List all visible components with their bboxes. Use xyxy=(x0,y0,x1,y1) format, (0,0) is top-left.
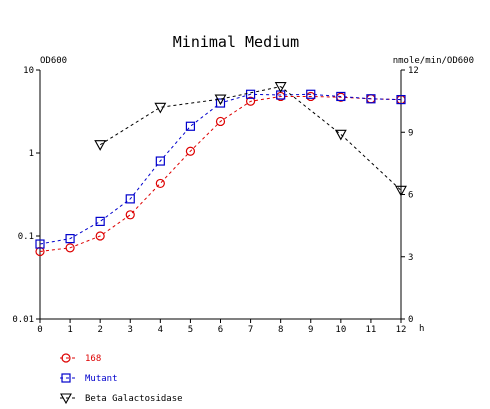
y-right-tick-label: 12 xyxy=(408,66,419,76)
x-tick-label: 8 xyxy=(278,325,283,335)
data-point-mutant xyxy=(306,89,316,99)
y-right-tick-label: 9 xyxy=(408,128,413,138)
x-tick-label: 2 xyxy=(97,325,102,335)
chart-title: Minimal Medium xyxy=(173,33,299,51)
x-tick-label: 0 xyxy=(37,325,42,335)
data-point-mutant xyxy=(65,234,75,244)
y-left-tick-label: 10 xyxy=(23,66,34,76)
series-line-beta-galactosidase xyxy=(99,86,402,191)
y-right-tick-label: 3 xyxy=(408,253,413,263)
y-left-tick-label: 1 xyxy=(29,149,34,159)
x-tick-label: 7 xyxy=(248,325,253,335)
y-left-tick-label: 0.1 xyxy=(18,232,34,242)
series-beta-galactosidase xyxy=(94,82,407,197)
left-axis-label: OD600 xyxy=(40,56,67,66)
data-point-beta-galactosidase xyxy=(395,185,407,197)
legend-item-168: 168 xyxy=(60,353,101,364)
series-168 xyxy=(35,91,406,257)
legend: 168 Mutant Beta Galactosidase xyxy=(60,353,183,405)
legend-marker xyxy=(60,393,72,405)
data-point-mutant xyxy=(245,89,256,99)
x-tick-label: 6 xyxy=(218,325,223,335)
data-point-mutant xyxy=(336,91,346,102)
x-tick-label: 9 xyxy=(308,325,313,335)
series-layer xyxy=(35,82,407,257)
data-point-168 xyxy=(215,116,226,127)
legend-label: Beta Galactosidase xyxy=(85,394,183,404)
x-tick-label: 12 xyxy=(396,325,407,335)
y-right-tick-label: 6 xyxy=(408,191,413,201)
data-point-168 xyxy=(125,210,135,220)
data-point-168 xyxy=(245,96,256,106)
legend-marker xyxy=(61,373,71,383)
data-point-mutant xyxy=(215,98,226,108)
data-point-168 xyxy=(155,178,165,189)
data-point-beta-galactosidase xyxy=(94,140,107,151)
y-left-tick-label: 0.01 xyxy=(12,315,34,325)
data-point-mutant xyxy=(125,194,135,204)
x-tick-label: 3 xyxy=(128,325,133,335)
data-point-beta-galactosidase xyxy=(274,82,287,93)
data-point-mutant xyxy=(366,94,376,104)
legend-item-mutant: Mutant xyxy=(60,373,118,384)
data-point-beta-galactosidase xyxy=(334,129,347,141)
data-point-mutant xyxy=(396,94,406,105)
data-point-mutant xyxy=(95,216,105,226)
legend-label: 168 xyxy=(85,354,101,364)
data-point-mutant xyxy=(35,239,45,249)
x-tick-label: 10 xyxy=(335,325,346,335)
data-point-168 xyxy=(95,231,105,241)
series-line-168 xyxy=(39,96,402,252)
x-axis-label: h xyxy=(419,324,424,334)
right-axis-label: nmole/min/OD600 xyxy=(393,56,474,66)
x-tick-label: 1 xyxy=(67,325,72,335)
x-tick-label: 5 xyxy=(188,325,193,335)
data-point-beta-galactosidase xyxy=(154,102,167,114)
legend-marker xyxy=(61,353,71,363)
data-point-168 xyxy=(65,243,75,253)
x-tick-label: 11 xyxy=(365,325,376,335)
data-point-beta-galactosidase xyxy=(214,94,227,106)
series-mutant xyxy=(35,89,406,249)
series-line-mutant xyxy=(39,93,402,245)
legend-item-beta-galactosidase: Beta Galactosidase xyxy=(60,393,183,405)
y-right-tick-label: 0 xyxy=(408,315,413,325)
x-tick-label: 4 xyxy=(158,325,163,335)
data-point-mutant xyxy=(185,121,196,131)
data-point-168 xyxy=(185,146,196,156)
legend-label: Mutant xyxy=(85,374,118,384)
data-point-mutant xyxy=(155,156,165,166)
